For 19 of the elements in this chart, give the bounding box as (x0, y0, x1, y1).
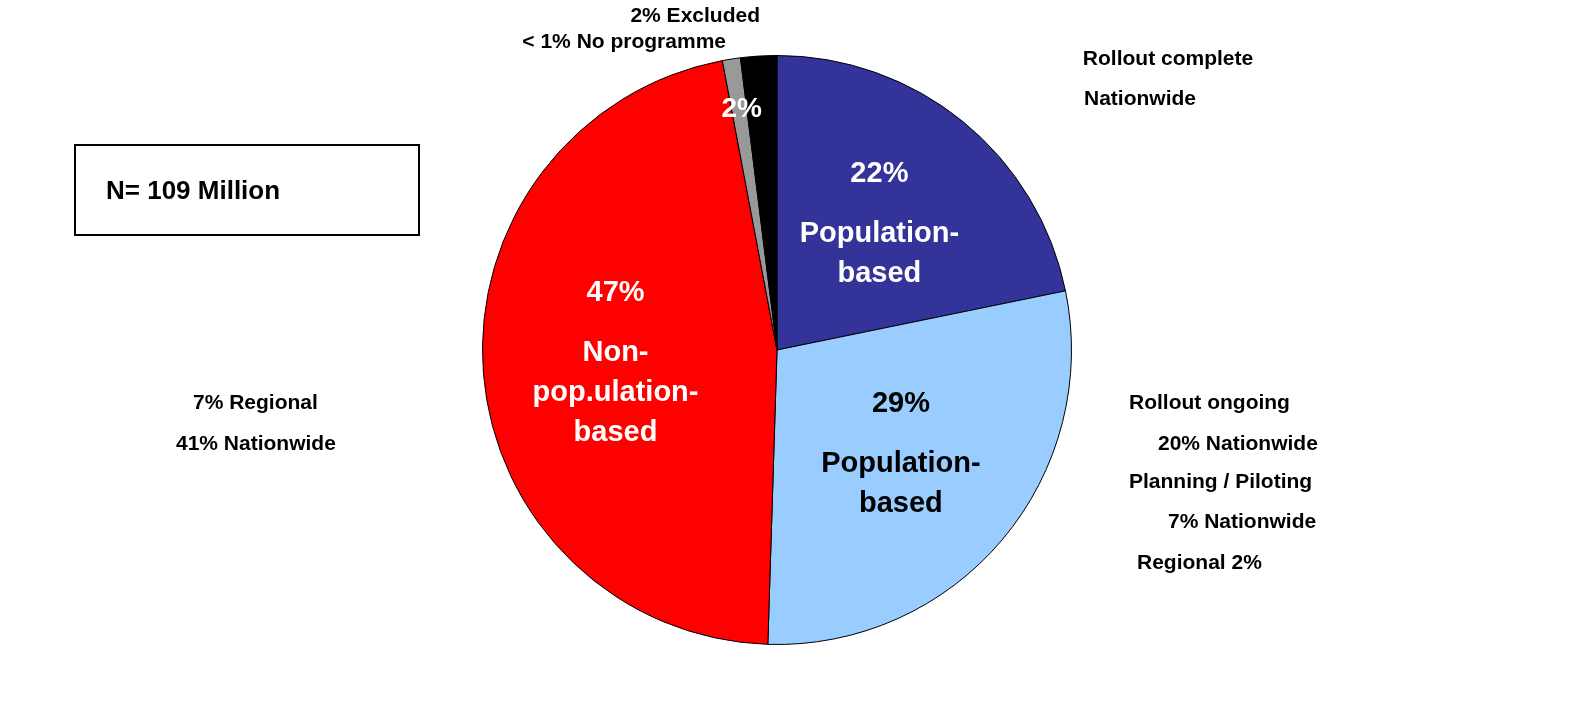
text: Planning / Piloting (1129, 469, 1313, 493)
data-label: 29% (871, 386, 931, 419)
text: Rollout ongoing (1129, 390, 1290, 414)
text: N= 109 Million (74, 144, 420, 236)
slice-label: Non-pop.ulation-based (532, 334, 699, 447)
text: Nationwide (1083, 86, 1197, 110)
text: 7% Regional (193, 390, 318, 414)
text: Regional 2% (1137, 550, 1262, 574)
slice-label: Population-based (821, 446, 981, 519)
data-label: 2% (721, 91, 763, 123)
slice-label: Population-based (799, 216, 960, 289)
text: 7% Nationwide (1168, 509, 1317, 533)
text: Rollout complete (1082, 46, 1254, 70)
slice-label: < 1% No programme (522, 28, 726, 52)
text: 41% Nationwide (176, 431, 336, 455)
data-label: 22% (850, 156, 909, 189)
text: 20% Nationwide (1158, 431, 1318, 455)
slice-label: 2% Excluded (630, 2, 760, 26)
data-label: 47% (586, 274, 645, 307)
